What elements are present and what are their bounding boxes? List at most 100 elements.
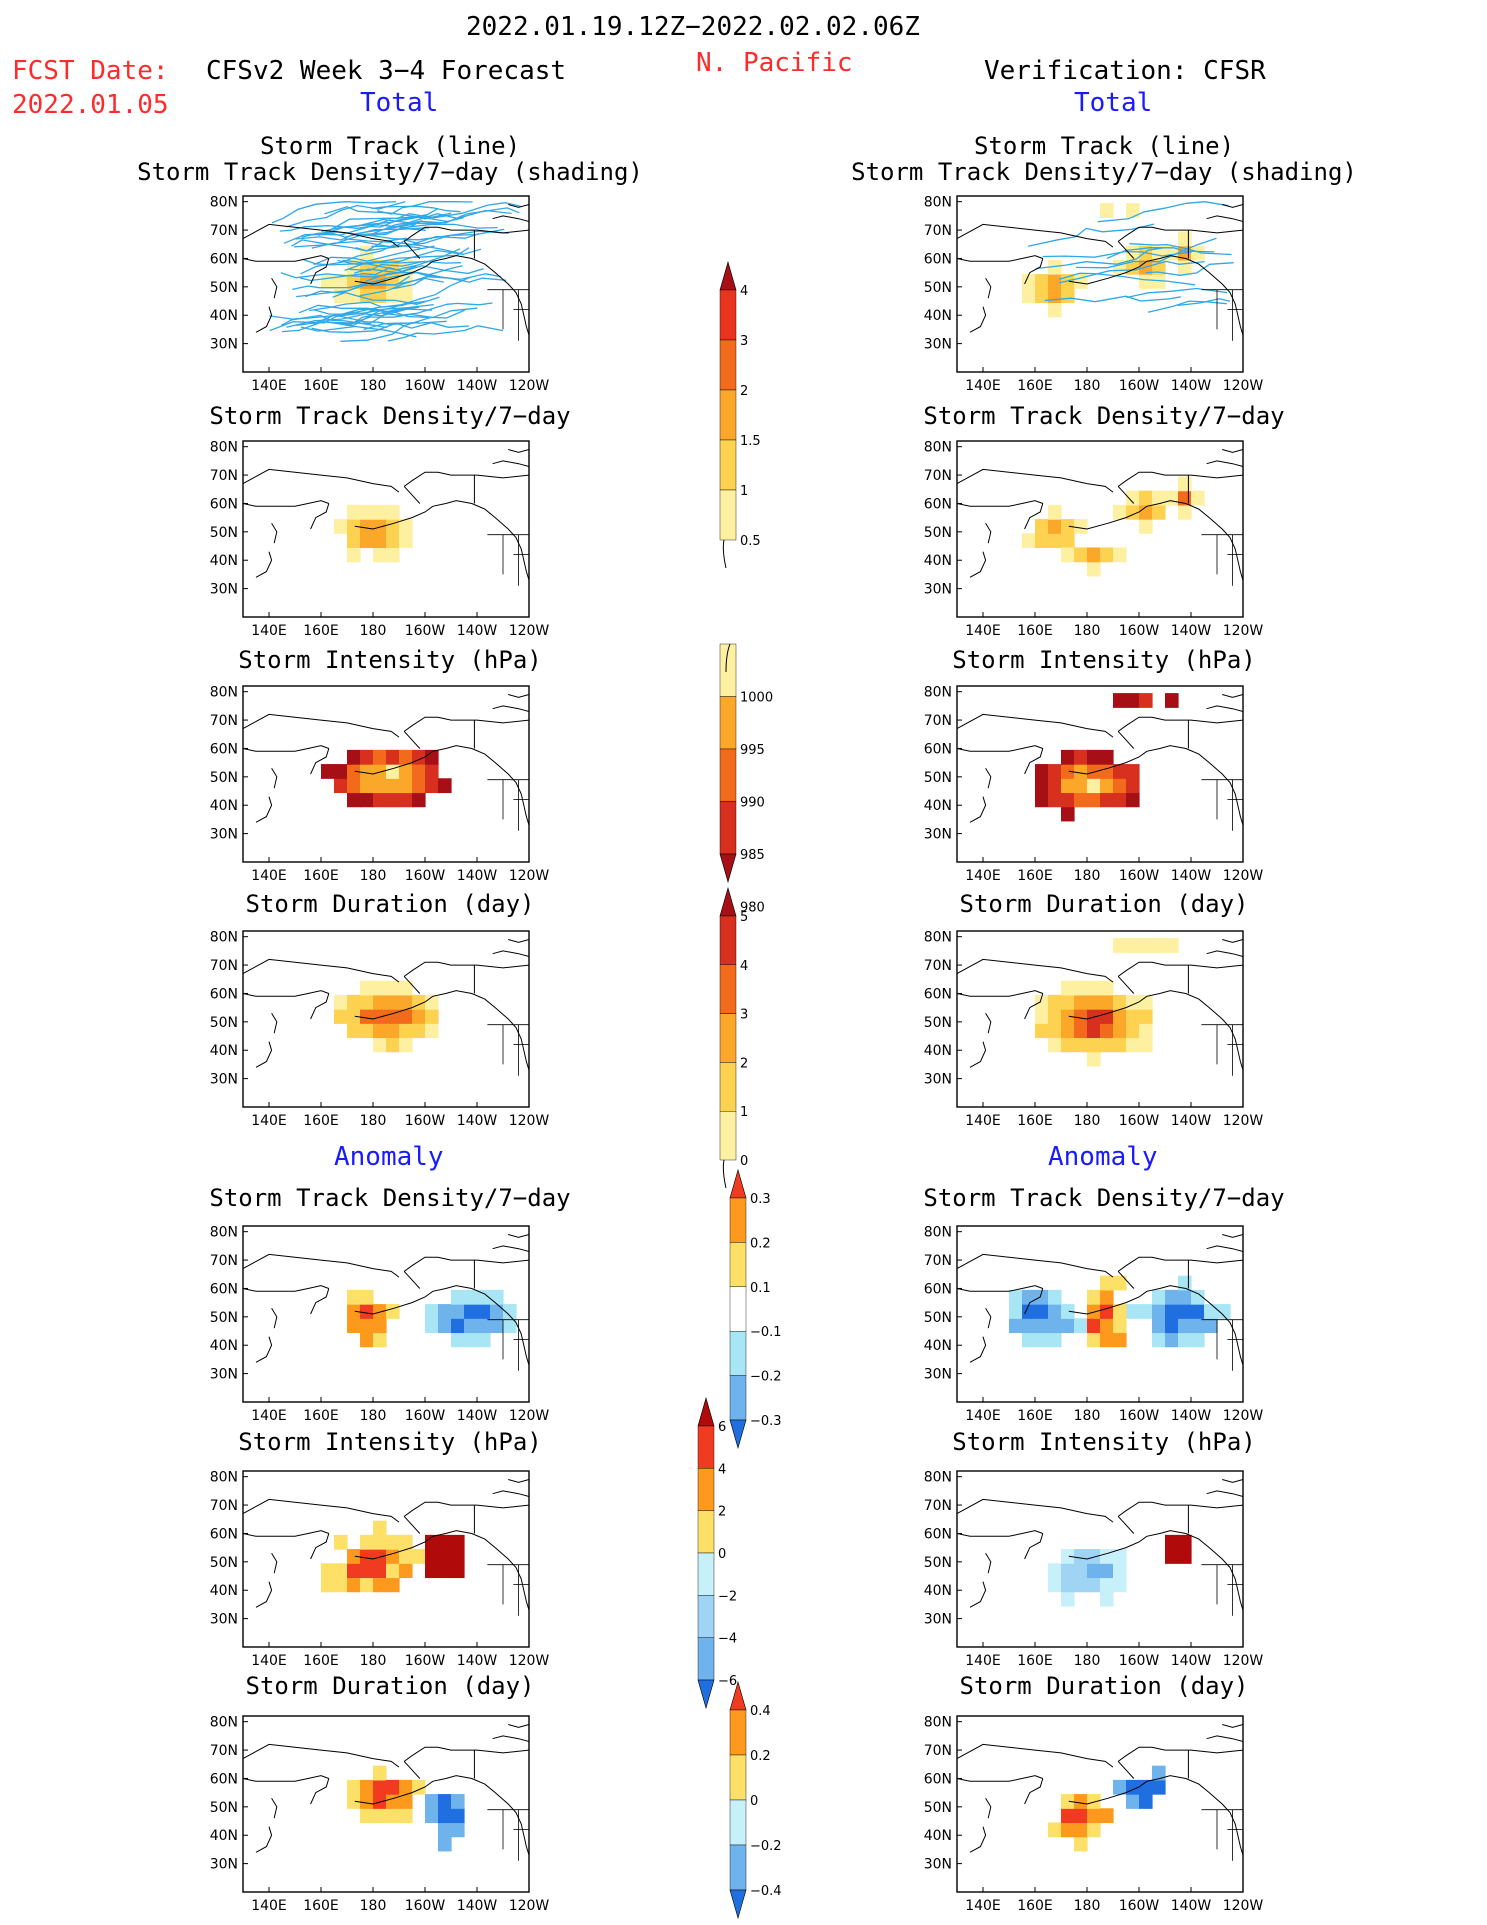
storm-track-line bbox=[1059, 272, 1196, 286]
field-cell bbox=[1061, 1577, 1075, 1593]
storm-track-line bbox=[1044, 295, 1181, 303]
colorbar-segment bbox=[729, 1197, 747, 1243]
lon-label: 160W bbox=[405, 1113, 446, 1129]
field-cell bbox=[1126, 1304, 1140, 1319]
lat-label: 60N bbox=[924, 986, 952, 1002]
field-cell bbox=[1048, 274, 1062, 289]
colorbar-label: 2 bbox=[740, 384, 748, 399]
field-cell bbox=[386, 749, 400, 765]
lon-label: 120W bbox=[1223, 623, 1264, 639]
colorbar-label: 0 bbox=[718, 1547, 726, 1562]
field-cell bbox=[373, 749, 387, 765]
lon-label: 140E bbox=[251, 1408, 287, 1424]
lat-label: 40N bbox=[210, 308, 238, 324]
field-cell bbox=[1074, 1023, 1088, 1039]
field-cell bbox=[438, 1836, 452, 1852]
field-cell bbox=[1191, 1289, 1205, 1305]
colorbar-segment bbox=[697, 1595, 715, 1638]
colorbar-segment bbox=[729, 1286, 747, 1332]
field-cell bbox=[1113, 547, 1127, 563]
lat-label: 40N bbox=[210, 1583, 238, 1599]
lon-label: 160E bbox=[303, 378, 339, 394]
lon-label: 160E bbox=[1017, 1113, 1053, 1129]
field-cell bbox=[373, 1765, 387, 1781]
coastline bbox=[255, 306, 273, 333]
lon-label: 160E bbox=[303, 1408, 339, 1424]
colorbar-label: 4 bbox=[740, 284, 748, 299]
coastline bbox=[492, 950, 530, 957]
field-cell bbox=[1113, 938, 1127, 953]
field-cell bbox=[1139, 693, 1153, 708]
field-cell bbox=[1074, 980, 1088, 996]
field-cell bbox=[386, 1563, 400, 1579]
field-cell bbox=[425, 1808, 439, 1824]
field-cell bbox=[1061, 1822, 1075, 1838]
field-cell bbox=[1139, 519, 1153, 534]
lon-label: 120W bbox=[1223, 378, 1264, 394]
coastline bbox=[956, 1743, 1114, 1768]
field-cell bbox=[373, 980, 387, 996]
coastline bbox=[492, 705, 530, 712]
storm-track-line bbox=[335, 276, 471, 317]
field-cell bbox=[1139, 938, 1153, 953]
coastline bbox=[985, 1013, 992, 1034]
field-cell bbox=[399, 792, 413, 808]
colorbar-segment bbox=[729, 1330, 747, 1376]
lat-label: 40N bbox=[210, 553, 238, 569]
lat-label: 40N bbox=[924, 798, 952, 814]
coastline bbox=[1024, 1288, 1044, 1315]
left-p1-title-line1: Storm Track (line) bbox=[259, 132, 521, 160]
coastline bbox=[403, 731, 421, 749]
field-cell bbox=[373, 1808, 387, 1824]
field-cell bbox=[1152, 1318, 1166, 1334]
storm-track-line bbox=[286, 306, 417, 328]
field-cell bbox=[399, 980, 413, 996]
coastline bbox=[271, 1308, 278, 1329]
coastline bbox=[956, 468, 1114, 493]
field-cell bbox=[399, 764, 413, 779]
field-cell bbox=[412, 1549, 426, 1564]
lon-label: 180 bbox=[1074, 1898, 1101, 1914]
lat-label: 80N bbox=[924, 1470, 952, 1486]
coastline bbox=[403, 961, 530, 977]
left-anom-duration-title: Storm Duration (day) bbox=[245, 1672, 535, 1700]
field-cell bbox=[1165, 1332, 1179, 1348]
field-cell bbox=[1035, 533, 1049, 549]
lat-label: 80N bbox=[924, 930, 952, 946]
field-cell bbox=[1100, 764, 1114, 779]
field-cell bbox=[386, 504, 400, 520]
field-cell bbox=[1113, 504, 1127, 520]
lon-label: 140E bbox=[251, 1653, 287, 1669]
field-cell bbox=[1113, 1037, 1127, 1053]
field-cell bbox=[451, 1794, 465, 1809]
coastline bbox=[1117, 1271, 1135, 1289]
coastline bbox=[310, 258, 330, 285]
field-cell bbox=[1035, 764, 1049, 779]
map-panel-R5: 80N 70N 60N 50N 40N 30N 140E 160E 180 160W 140W 120… bbox=[924, 1470, 1264, 1669]
field-cell bbox=[1087, 561, 1101, 577]
field-cell bbox=[1178, 1304, 1192, 1319]
field-cell bbox=[1022, 1318, 1036, 1334]
field-cell bbox=[451, 1549, 465, 1564]
lon-label: 140E bbox=[965, 868, 1001, 884]
field-cell bbox=[1035, 792, 1049, 808]
field-cell bbox=[1126, 1794, 1140, 1809]
field-cell bbox=[373, 1779, 387, 1795]
coastline bbox=[1024, 748, 1044, 775]
lat-label: 80N bbox=[210, 930, 238, 946]
lat-label: 30N bbox=[924, 337, 952, 353]
field-cell bbox=[1022, 1332, 1036, 1348]
lat-label: 80N bbox=[210, 1470, 238, 1486]
field-cell bbox=[347, 1779, 361, 1795]
lat-label: 80N bbox=[924, 195, 952, 211]
lon-label: 140W bbox=[457, 623, 498, 639]
map-background bbox=[957, 196, 1243, 372]
colorbar-label: 995 bbox=[740, 743, 765, 758]
field-cell bbox=[1178, 1549, 1192, 1564]
field-cell bbox=[1035, 1289, 1049, 1305]
right-intensity-title: Storm Intensity (hPa) bbox=[952, 646, 1256, 674]
field-cell bbox=[1048, 504, 1062, 520]
colorbar-segment bbox=[729, 1844, 747, 1891]
field-cell bbox=[1191, 1318, 1205, 1334]
lat-label: 70N bbox=[210, 958, 238, 974]
